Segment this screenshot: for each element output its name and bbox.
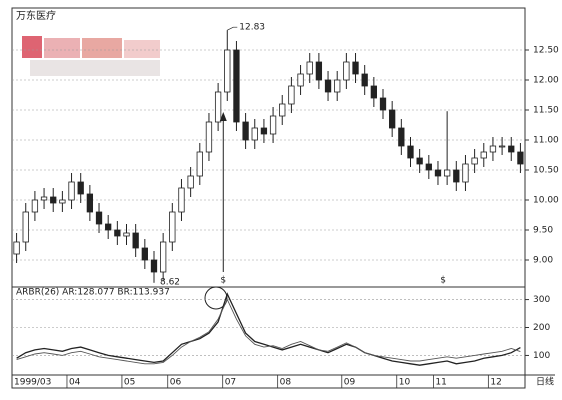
y-tick-label: 9.00 — [533, 256, 553, 266]
candle-body — [434, 169, 442, 177]
candle-body — [178, 187, 185, 213]
candle-body — [498, 145, 506, 148]
blur-mask — [22, 36, 160, 76]
y-tick-label: 200 — [533, 323, 550, 333]
y-tick-label: 12.00 — [533, 76, 559, 86]
candle-body — [462, 163, 469, 183]
y-tick-label: 10.50 — [533, 166, 559, 176]
candle-body — [425, 163, 432, 171]
candle-body — [31, 199, 39, 213]
chart-title: 万东医疗 — [16, 9, 56, 22]
indicator-line — [16, 298, 521, 365]
candle-body — [315, 61, 323, 81]
candle-body — [379, 97, 387, 111]
candle-body — [132, 232, 139, 249]
candle-body — [160, 241, 167, 273]
candle-body — [306, 61, 313, 75]
candle-body — [297, 73, 304, 87]
candle-body — [86, 193, 94, 213]
candle-body — [224, 49, 231, 93]
x-tick-label: 08 — [280, 378, 292, 388]
candle-body — [260, 127, 268, 135]
candle-body — [251, 127, 258, 141]
event-marker: $ — [220, 276, 226, 286]
candle-body — [370, 85, 377, 99]
x-tick-label: 1999/03 — [14, 378, 51, 388]
candle-body — [150, 259, 158, 273]
y-tick-label: 300 — [533, 295, 550, 305]
candle-body — [123, 232, 130, 237]
candle-body — [187, 175, 194, 189]
y-tick-label: 11.50 — [533, 106, 559, 116]
x-tick-label: 12 — [490, 378, 501, 388]
candle-body — [95, 211, 103, 225]
candle-body — [233, 49, 240, 123]
candle-body — [324, 79, 332, 93]
annotation: 8.62 — [160, 277, 180, 287]
annotation: 12.83 — [239, 23, 265, 33]
candle-body — [59, 199, 66, 204]
candle-body — [114, 229, 121, 237]
y-tick-label: 100 — [533, 351, 550, 361]
candle-body — [343, 61, 350, 81]
candle-body — [416, 157, 423, 165]
candle-body — [471, 157, 478, 165]
candle-body — [453, 169, 460, 183]
x-tick-label: 05 — [124, 378, 135, 388]
candle-body — [68, 181, 75, 201]
candle-body — [269, 115, 277, 135]
candle-body — [214, 91, 222, 123]
y-tick-label: 11.00 — [533, 136, 559, 146]
candle-body — [389, 109, 396, 129]
y-tick-label: 12.50 — [533, 46, 559, 56]
indicator-title: ARBR(26) AR:128.077 BR:113.937 — [16, 288, 170, 298]
candle-body — [40, 196, 48, 201]
arrow-head — [219, 112, 227, 121]
candle-body — [398, 127, 405, 147]
x-axis-label: 日线 — [536, 376, 554, 388]
x-tick-label: 04 — [69, 378, 81, 388]
y-tick-label: 10.00 — [533, 196, 559, 206]
annotation-leader — [227, 26, 238, 31]
candle-body — [105, 223, 112, 231]
candle-body — [77, 181, 84, 195]
candle-body — [443, 169, 451, 177]
y-tick-label: 9.50 — [533, 226, 553, 236]
x-tick-label: 10 — [399, 378, 411, 388]
candle-body — [22, 211, 29, 243]
candle-body — [141, 247, 148, 261]
candle-body — [279, 103, 286, 117]
candle-body — [13, 241, 20, 255]
candle-body — [205, 121, 213, 153]
candle-body — [242, 121, 249, 141]
candle-body — [361, 73, 368, 87]
x-tick-label: 11 — [435, 378, 446, 388]
candle-body — [508, 145, 515, 153]
candle-body — [352, 61, 359, 75]
candle-body — [196, 151, 203, 177]
x-tick-label: 07 — [225, 378, 236, 388]
highlight-circle — [204, 286, 228, 310]
candle-body — [489, 145, 497, 153]
candle-body — [480, 151, 487, 159]
candle-body — [334, 79, 341, 93]
indicator-line — [16, 292, 521, 366]
frame — [11, 7, 526, 389]
candle-body — [517, 151, 524, 165]
candle-body — [50, 196, 57, 204]
x-tick-label: 06 — [170, 378, 182, 388]
candle-body — [407, 145, 414, 159]
x-tick-label: 09 — [344, 378, 356, 388]
candle-body — [169, 211, 176, 243]
event-marker: $ — [440, 276, 446, 286]
candle-body — [288, 85, 295, 105]
